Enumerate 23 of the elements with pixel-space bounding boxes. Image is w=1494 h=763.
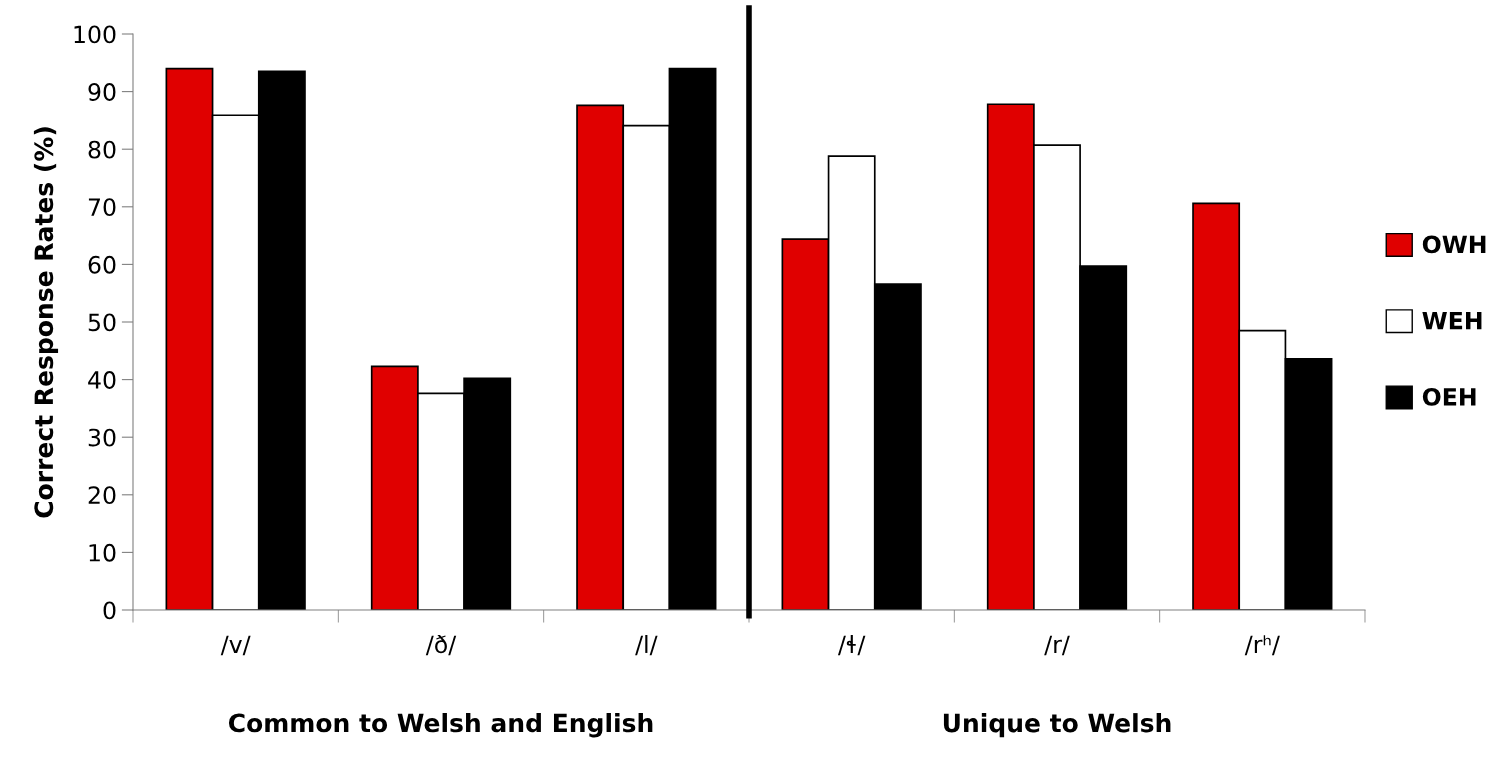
y-tick-label: 40	[88, 371, 116, 389]
y-tick-label: 10	[89, 543, 116, 562]
y-axis-title: Correct Response Rates (%)	[33, 127, 59, 518]
x-tick-label: /rʰ/	[1244, 635, 1280, 656]
x-tick-label: /r/	[1044, 635, 1070, 656]
legend-label: OWH	[1422, 235, 1486, 254]
text: Common to Welsh and English	[228, 713, 653, 738]
y-tick-label: 100	[74, 25, 116, 44]
legend-label: OEH	[1422, 387, 1476, 406]
y-tick-label: 80	[88, 140, 116, 159]
x-tick-label: /l/	[635, 635, 658, 656]
y-tick-label: 30	[88, 428, 116, 447]
x-tick-label: /ɬ/	[837, 635, 866, 656]
y-tick-label: 70	[88, 198, 116, 217]
y-tick-label: 90	[88, 83, 116, 101]
y-tick-label: 0	[103, 601, 116, 620]
y-tick-label: 20	[88, 486, 116, 505]
text: Unique to Welsh	[943, 713, 1171, 738]
legend-label: WEH	[1422, 312, 1482, 330]
x-tick-label: /v/	[220, 635, 251, 656]
y-tick-label: 60	[88, 255, 116, 274]
y-tick-label: 50	[88, 313, 116, 332]
x-tick-label: /ð/	[425, 635, 457, 656]
